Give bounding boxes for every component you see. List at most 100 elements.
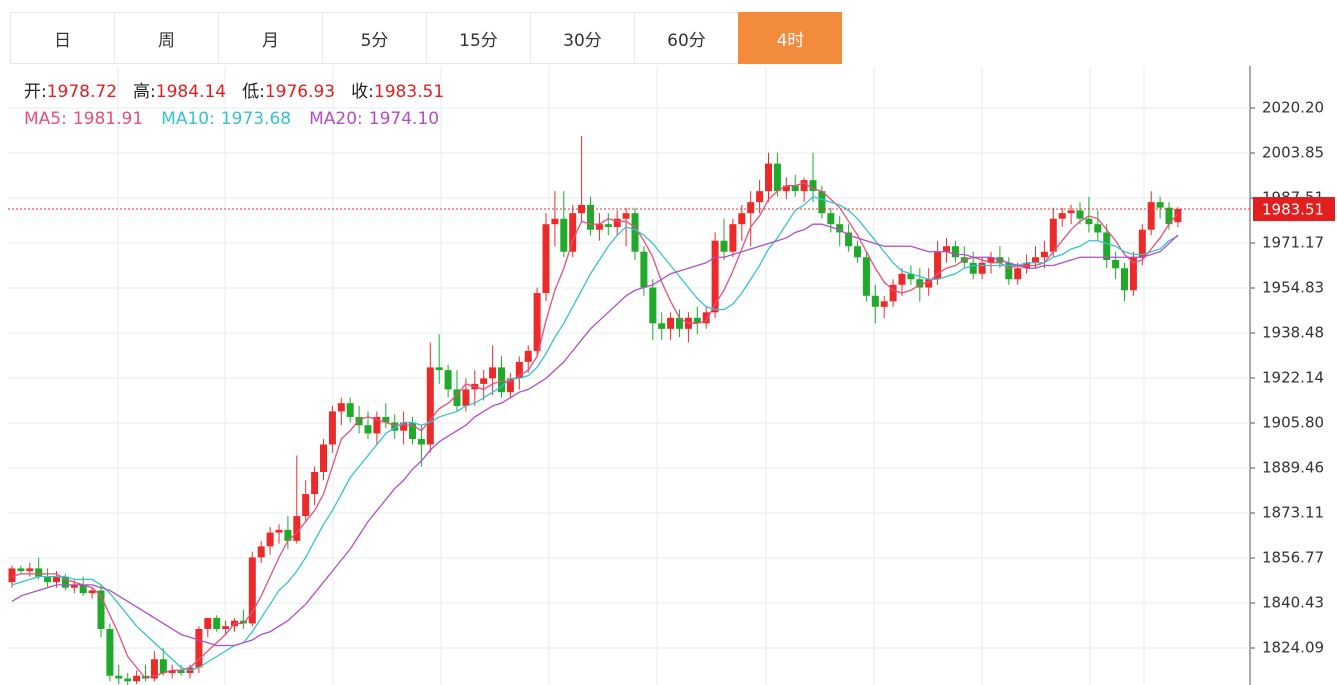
candle-body <box>1103 232 1111 260</box>
candle-body <box>88 590 96 594</box>
price-label: 1983.51 <box>1262 201 1324 219</box>
tab[interactable]: 4时 <box>738 12 842 64</box>
candle-body <box>542 224 550 294</box>
ohlc-value: 1978.72 <box>46 82 118 102</box>
candle-body <box>150 659 158 679</box>
candle-body <box>515 361 523 379</box>
candle-body <box>35 568 43 577</box>
candle-body <box>444 370 452 390</box>
candle-body <box>951 246 959 258</box>
candle-body <box>222 626 230 629</box>
plot-area <box>8 136 1182 685</box>
ohlc-value: 1983.51 <box>373 82 445 102</box>
candle-body <box>239 620 247 624</box>
candle-body <box>462 389 470 406</box>
candle-body <box>382 416 390 423</box>
ohlc-label: 低: <box>242 82 265 102</box>
candle-body <box>1156 202 1164 208</box>
ohlc-label: 开: <box>24 82 47 102</box>
candle-body <box>204 617 212 629</box>
ohlc-label: 收: <box>351 82 374 102</box>
candle-body <box>613 218 621 227</box>
candle-body <box>435 367 443 371</box>
candle-body <box>693 317 701 324</box>
ma-line <box>11 223 1179 647</box>
tab-bar: 日周月 5分 15分 30分 60分 4时 <box>10 12 842 64</box>
candle-body <box>845 232 853 247</box>
candle-body <box>337 403 345 412</box>
ohlc-value: 1984.14 <box>155 82 227 102</box>
y-tick-label: 1824.09 <box>1262 638 1324 656</box>
candle-body <box>782 185 790 192</box>
candle-body <box>79 584 87 594</box>
candle-body <box>862 257 870 296</box>
candle-body <box>987 257 995 263</box>
candle-body <box>765 163 772 192</box>
candle-body <box>604 224 612 227</box>
candle-body <box>213 617 221 629</box>
ma-line <box>11 195 1179 671</box>
candle-body <box>916 279 924 288</box>
candle-body <box>898 273 906 285</box>
tab[interactable]: 月 <box>218 12 322 64</box>
candle-body <box>1112 259 1120 269</box>
tab[interactable]: 60分 <box>634 12 738 64</box>
y-tick-label: 1905.80 <box>1262 413 1324 431</box>
candle-body <box>328 411 336 445</box>
candle-body <box>871 295 879 307</box>
tab[interactable]: 15分 <box>426 12 530 64</box>
candle-body <box>97 590 105 629</box>
candle-body <box>70 584 78 588</box>
candle-body <box>978 262 986 274</box>
candle-body <box>631 213 639 252</box>
tab[interactable]: 周 <box>114 12 218 64</box>
tab[interactable]: 日 <box>10 12 114 64</box>
candle-body <box>142 675 149 679</box>
y-tick-label: 1954.83 <box>1262 278 1324 296</box>
candle-body <box>106 628 114 676</box>
candle-body <box>1165 207 1173 225</box>
vertical-grid <box>117 66 1145 685</box>
candle-body <box>827 213 835 225</box>
candle-body <box>747 202 755 214</box>
candle-body <box>53 576 60 583</box>
candle-body <box>560 218 568 252</box>
candle-body <box>1076 210 1084 219</box>
candle-body <box>1049 218 1057 252</box>
price-tag <box>1253 197 1335 222</box>
candle-body <box>1005 262 1013 280</box>
candle-body <box>1032 257 1039 263</box>
candle-body <box>489 367 497 379</box>
candle-body <box>818 191 826 214</box>
candle-body <box>257 546 265 558</box>
y-tick-label: 1873.11 <box>1262 504 1324 522</box>
ma-line <box>11 182 1179 680</box>
candle-body <box>729 224 737 252</box>
candle-body <box>1094 224 1102 233</box>
legend: 开:1978.72 高:1984.14 低:1976.93 收:1983.51 MA5:… <box>24 79 460 133</box>
candle-body <box>177 670 185 674</box>
candle-body <box>1121 268 1128 291</box>
candle-body <box>480 378 488 384</box>
y-tick-label: 2003.85 <box>1262 144 1324 162</box>
candle-body <box>44 576 52 583</box>
candle-body <box>115 675 123 679</box>
candle-body <box>346 403 354 417</box>
candle-body <box>400 422 408 431</box>
candle-body <box>1147 202 1155 230</box>
candle-body <box>907 273 915 280</box>
candle-body <box>622 213 630 219</box>
candle-body <box>943 246 950 252</box>
candle-body <box>8 568 16 583</box>
y-tick-label: 1889.46 <box>1262 458 1324 476</box>
candle-body <box>1014 268 1022 280</box>
candle-body <box>355 416 363 426</box>
candle-body <box>1129 257 1137 291</box>
candle-body <box>373 416 381 434</box>
candle-body <box>302 494 310 517</box>
tab[interactable]: 30分 <box>530 12 634 64</box>
candle-body <box>417 438 425 445</box>
tab[interactable]: 5分 <box>322 12 426 64</box>
candle-body <box>506 378 514 393</box>
